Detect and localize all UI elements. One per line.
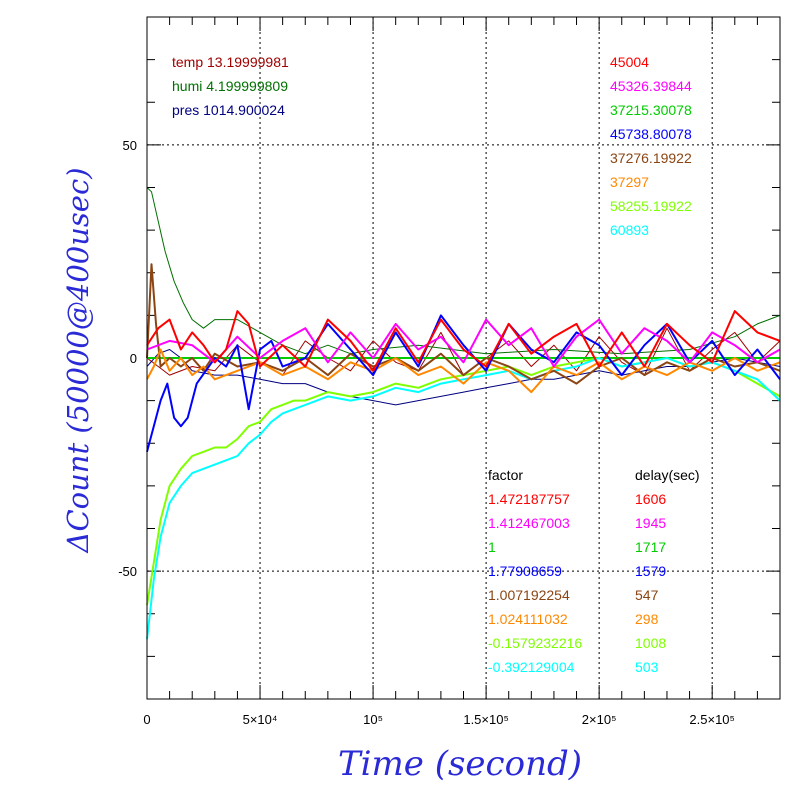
x-tick-label: 5×10⁴ <box>243 712 278 727</box>
factor-6: 1.024111032 <box>488 611 568 627</box>
delay-6: 298 <box>635 611 659 627</box>
delay-1: 1606 <box>635 491 666 507</box>
base-value-1: 45004 <box>610 54 649 70</box>
x-tick-label: 10⁵ <box>363 712 383 727</box>
delay-4: 1579 <box>635 563 666 579</box>
base-value-7: 58255.19922 <box>610 198 692 214</box>
base-value-4: 45738.80078 <box>610 126 692 142</box>
series-line-8 <box>146 357 781 640</box>
legend-humi: humi 4.199999809 <box>172 78 288 94</box>
pressure-line <box>146 349 781 406</box>
base-value-5: 37276.19922 <box>610 150 692 166</box>
factor-2: 1.412467003 <box>488 515 570 531</box>
y-tick-label: 0 <box>130 351 137 366</box>
legend-factor-table: factor delay(sec) 1.472187757 1.41246700… <box>488 467 700 675</box>
base-value-8: 60893 <box>610 222 649 238</box>
y-tick-label: 50 <box>123 138 137 153</box>
x-tick-label: 2×10⁵ <box>582 712 617 727</box>
series-line-2 <box>146 318 781 368</box>
series-line-1 <box>146 310 781 372</box>
base-value-6: 37297 <box>610 174 649 190</box>
legend-pres: pres 1014.900024 <box>172 102 285 118</box>
factor-4: 1.77908659 <box>488 563 562 579</box>
delay-8: 503 <box>635 659 659 675</box>
delay-2: 1945 <box>635 515 666 531</box>
base-value-3: 37215.30078 <box>610 102 692 118</box>
delay-header: delay(sec) <box>635 467 700 483</box>
delay-7: 1008 <box>635 635 666 651</box>
series-line-4 <box>146 314 781 453</box>
x-tick-label: 2.5×10⁵ <box>689 712 735 727</box>
factor-7: -0.1579232216 <box>488 635 582 651</box>
delay-5: 547 <box>635 587 659 603</box>
base-value-2: 45326.39844 <box>610 78 692 94</box>
x-axis-title: Time (second) <box>338 744 582 784</box>
x-tick-label: 1.5×10⁵ <box>463 712 509 727</box>
x-tick-label: 0 <box>143 712 150 727</box>
series-line-5 <box>146 263 781 385</box>
delay-3: 1717 <box>635 539 666 555</box>
factor-8: -0.392129004 <box>488 659 575 675</box>
factor-5: 1.007192254 <box>488 587 570 603</box>
ticks <box>147 17 780 699</box>
factor-3: 1 <box>488 539 496 555</box>
legend-base-values: 45004 45326.39844 37215.30078 45738.8007… <box>610 54 692 238</box>
plot-frame <box>146 16 781 700</box>
humidity-line <box>146 187 781 355</box>
legend-temp: temp 13.19999981 <box>172 54 289 70</box>
legend-environment: temp 13.19999981 humi 4.199999809 pres 1… <box>172 54 289 118</box>
factor-1: 1.472187757 <box>488 491 570 507</box>
series-line-6 <box>146 348 781 394</box>
series-lines <box>146 187 781 640</box>
y-axis-title: ΔCount (50000@400usec) <box>61 167 95 553</box>
factor-header: factor <box>488 467 523 483</box>
y-tick-label: -50 <box>118 564 137 579</box>
tick-labels: 0 5×10⁴ 10⁵ 1.5×10⁵ 2×10⁵ 2.5×10⁵ 50 0 -50 <box>118 138 735 727</box>
